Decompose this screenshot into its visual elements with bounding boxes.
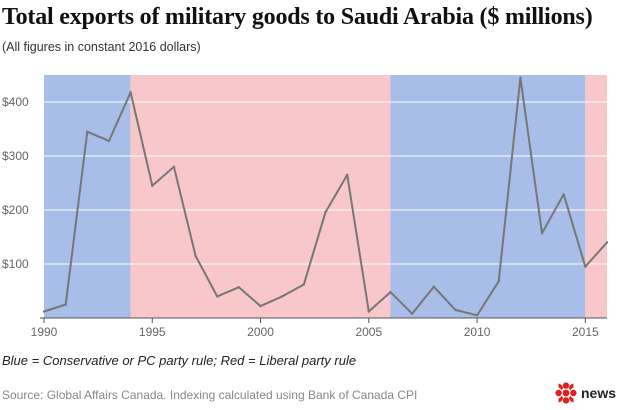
band-conservative-2	[390, 75, 586, 318]
y-tick-label: $200	[2, 203, 29, 217]
chart-title: Total exports of military goods to Saudi…	[2, 4, 593, 30]
news-label: news	[580, 385, 616, 401]
data-point-2003	[324, 210, 327, 214]
x-axis: 1990 1995 2000 2005 2010 2015	[31, 317, 607, 339]
news-logo: news	[554, 381, 616, 405]
data-point-2013	[540, 232, 544, 235]
x-tick-label: 1995	[139, 325, 166, 339]
data-point-1997	[194, 254, 197, 258]
x-tick-label: 2015	[572, 325, 599, 339]
x-tick-label: 2010	[464, 325, 491, 339]
y-tick-label: $400	[2, 95, 29, 109]
y-axis: $100 $200 $300 $400	[2, 95, 29, 271]
y-tick-label: $300	[2, 149, 29, 163]
source-note: Source: Global Affairs Canada. Indexing …	[2, 388, 418, 402]
data-point-2012	[519, 76, 522, 79]
data-point-1998	[216, 295, 219, 298]
data-point-2016	[605, 241, 609, 244]
data-point-1990	[42, 310, 46, 313]
data-point-2009	[454, 308, 457, 312]
series-layer	[42, 76, 609, 317]
data-point-1994	[129, 91, 132, 94]
party-bands	[44, 75, 607, 318]
legend-note: Blue = Conservative or PC party rule; Re…	[2, 353, 357, 368]
data-point-2005	[367, 310, 371, 313]
data-point-2002	[302, 283, 306, 286]
x-tick-label: 1990	[31, 325, 58, 339]
data-point-2006	[389, 290, 392, 294]
x-tick-label: 2005	[355, 325, 382, 339]
band-liberal-1	[130, 75, 391, 318]
y-tick-label: $100	[2, 257, 29, 271]
gridlines	[44, 101, 607, 265]
chart-subtitle: (All figures in constant 2016 dollars)	[2, 40, 201, 54]
data-point-2015	[584, 265, 587, 268]
line-chart: $100 $200 $300 $400 1990 1995 2000 2005 2010 201…	[2, 75, 609, 339]
data-point-2004	[345, 173, 349, 177]
data-point-1992	[86, 130, 89, 133]
data-point-1999	[237, 286, 241, 289]
data-point-2000	[259, 304, 262, 308]
data-point-2010	[475, 314, 479, 317]
data-point-1991	[64, 303, 67, 306]
band-liberal-3	[585, 75, 607, 318]
data-point-2011	[497, 280, 500, 283]
data-point-1993	[107, 139, 111, 143]
data-point-1996	[172, 165, 176, 168]
band-conservative-0	[44, 75, 131, 318]
data-point-1995	[151, 184, 154, 187]
cbc-gem-icon	[555, 382, 577, 404]
data-point-2008	[432, 285, 435, 288]
data-point-2007	[410, 312, 414, 315]
data-point-2001	[280, 295, 284, 298]
data-point-2014	[562, 193, 565, 196]
x-tick-label: 2000	[247, 325, 274, 339]
